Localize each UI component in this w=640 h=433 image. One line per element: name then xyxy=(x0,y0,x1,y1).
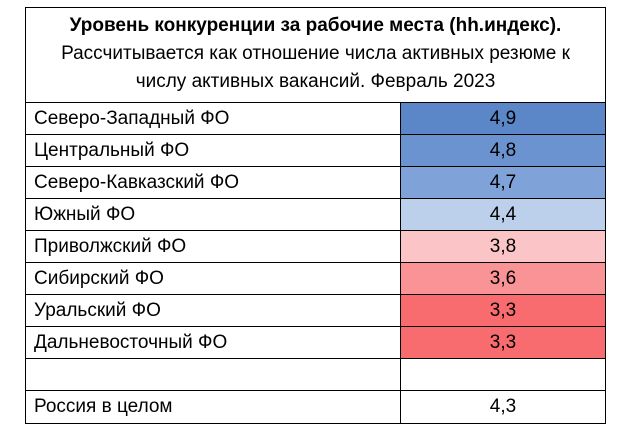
table-row: Россия в целом 4,3 xyxy=(26,391,605,423)
region-label: Сибирский ФО xyxy=(26,263,401,294)
index-value: 3,3 xyxy=(401,327,605,358)
table-title: Уровень конкуренции за рабочие места (hh… xyxy=(69,15,562,36)
index-value: 3,6 xyxy=(401,263,605,294)
index-value: 4,7 xyxy=(401,167,605,198)
table-subtitle-line-1: Рассчитывается как отношение числа актив… xyxy=(61,43,570,64)
table-row xyxy=(26,359,605,391)
index-value: 4,3 xyxy=(401,391,605,423)
table-body: Северо-Западный ФО 4,9 Центральный ФО 4,8 Се… xyxy=(26,103,605,423)
index-value: 3,3 xyxy=(401,295,605,326)
hh-index-table: Уровень конкуренции за рабочие места (hh… xyxy=(25,7,606,424)
region-label: Приволжский ФО xyxy=(26,231,401,262)
index-value: 4,9 xyxy=(401,103,605,134)
region-label xyxy=(26,359,401,390)
region-label: Северо-Западный ФО xyxy=(26,103,401,134)
region-label: Россия в целом xyxy=(26,391,401,423)
region-label: Дальневосточный ФО xyxy=(26,327,401,358)
table-subtitle-line-2: числу активных вакансий. Февраль 2023 xyxy=(135,71,496,92)
table-row: Приволжский ФО 3,8 xyxy=(26,231,605,263)
table-row: Южный ФО 4,4 xyxy=(26,199,605,231)
index-value: 4,4 xyxy=(401,199,605,230)
table-row: Северо-Кавказский ФО 4,7 xyxy=(26,167,605,199)
table-row: Центральный ФО 4,8 xyxy=(26,135,605,167)
region-label: Центральный ФО xyxy=(26,135,401,166)
table-row: Сибирский ФО 3,6 xyxy=(26,263,605,295)
index-value: 3,8 xyxy=(401,231,605,262)
table-row: Северо-Западный ФО 4,9 xyxy=(26,103,605,135)
table-header: Уровень конкуренции за рабочие места (hh… xyxy=(26,8,605,103)
table-row: Уральский ФО 3,3 xyxy=(26,295,605,327)
index-value: 4,8 xyxy=(401,135,605,166)
region-label: Уральский ФО xyxy=(26,295,401,326)
region-label: Южный ФО xyxy=(26,199,401,230)
table-row: Дальневосточный ФО 3,3 xyxy=(26,327,605,359)
index-value xyxy=(401,359,605,390)
region-label: Северо-Кавказский ФО xyxy=(26,167,401,198)
